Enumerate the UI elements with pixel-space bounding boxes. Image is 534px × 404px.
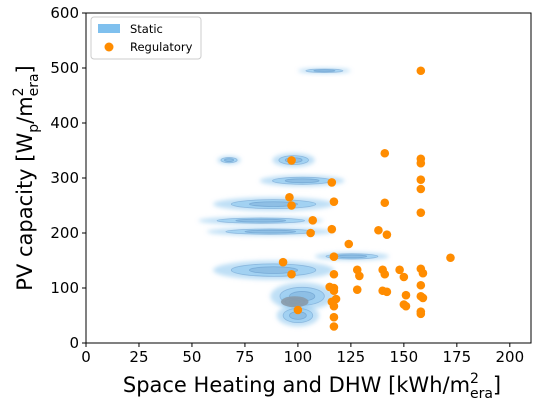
legend-static-swatch (98, 24, 120, 33)
static-density-region (297, 68, 351, 74)
y-tick-label: 500 (50, 59, 79, 77)
static-density-region (198, 216, 324, 225)
y-tick-label: 100 (50, 279, 79, 297)
static-density-region (213, 260, 334, 280)
legend-static-label: Static (130, 22, 163, 36)
y-tick-label: 0 (69, 334, 79, 352)
x-tick-label: 75 (235, 348, 254, 366)
regulatory-point (329, 286, 339, 296)
y-tick-label: 200 (50, 224, 79, 242)
regulatory-point (416, 175, 426, 184)
regulatory-point (308, 216, 318, 225)
regulatory-point (327, 224, 337, 234)
regulatory-point (352, 285, 362, 294)
regulatory-point (329, 269, 339, 279)
regulatory-point (416, 208, 426, 217)
regulatory-point (401, 301, 411, 311)
regulatory-point (416, 184, 426, 194)
x-tick-label: 175 (443, 348, 472, 366)
regulatory-point (306, 228, 315, 238)
regulatory-point (416, 280, 426, 290)
x-axis-ticks: 0 25 50 75 100 125 150 175 200 (81, 343, 524, 366)
regulatory-point (344, 239, 354, 249)
regulatory-point (374, 225, 383, 235)
regulatory-point (418, 293, 428, 303)
x-tick-label: 125 (337, 348, 366, 366)
x-axis-label: Space Heating and DHW [kWh/m2 era] (123, 371, 501, 402)
regulatory-point (416, 309, 426, 319)
legend-regulatory-label: Regulatory (130, 40, 193, 54)
x-tick-label: 50 (182, 348, 201, 366)
legend: Static Regulatory (90, 16, 202, 60)
static-density-region (213, 197, 334, 211)
y-tick-label: 600 (50, 4, 79, 22)
regulatory-point (355, 271, 364, 281)
regulatory-point (287, 156, 296, 165)
regulatory-point (329, 197, 339, 206)
regulatory-point (418, 268, 428, 278)
static-density-region (276, 304, 320, 327)
y-tick-label: 300 (50, 169, 79, 187)
x-tick-label: 0 (81, 348, 91, 366)
regulatory-point (287, 269, 296, 279)
regulatory-point (446, 253, 455, 263)
legend-regulatory-marker (104, 42, 114, 52)
regulatory-point (382, 287, 392, 297)
regulatory-point (329, 322, 339, 331)
regulatory-point (382, 230, 392, 239)
x-tick-label: 200 (495, 348, 524, 366)
static-density-region (217, 156, 241, 165)
y-axis-ticks: 0 100 200 300 400 500 600 (50, 4, 86, 352)
regulatory-point (285, 192, 294, 202)
regulatory-point (380, 269, 390, 279)
static-density-core (280, 296, 309, 308)
regulatory-point (395, 265, 404, 275)
regulatory-point (380, 148, 390, 158)
regulatory-point (329, 301, 339, 311)
static-density-region (314, 252, 390, 261)
x-tick-label: 150 (390, 348, 419, 366)
regulatory-point (329, 252, 339, 261)
regulatory-points-layer (278, 66, 455, 331)
regulatory-point (293, 305, 303, 315)
regulatory-point (287, 201, 296, 210)
static-density-region (206, 227, 334, 236)
regulatory-point (278, 257, 288, 267)
regulatory-point (399, 272, 409, 282)
x-tick-label: 100 (284, 348, 313, 366)
y-axis-label: PV capacity [Wp/m2era] (11, 65, 42, 291)
regulatory-point (327, 178, 337, 187)
regulatory-point (380, 198, 390, 208)
regulatory-point (416, 158, 426, 168)
regulatory-point (416, 66, 426, 76)
static-density-region (259, 175, 345, 187)
y-tick-label: 400 (50, 114, 79, 132)
regulatory-point (401, 290, 411, 300)
regulatory-point (329, 312, 339, 322)
x-tick-label: 25 (129, 348, 148, 366)
